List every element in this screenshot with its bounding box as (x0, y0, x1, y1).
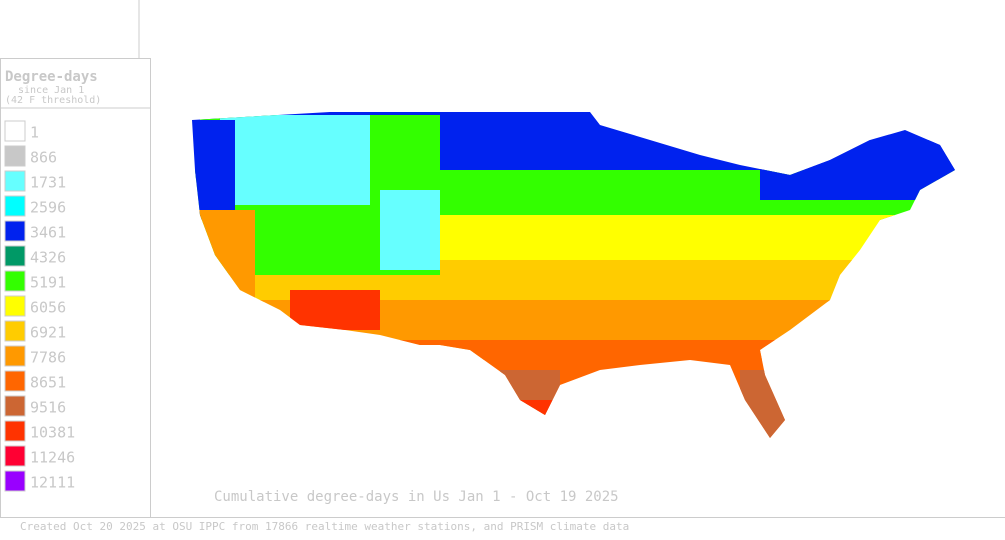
legend-label: 12111 (30, 474, 75, 492)
footer: Created Oct 20 2025 at OSU IPPC from 178… (20, 520, 629, 533)
legend-swatch (4, 295, 26, 317)
legend-swatch (4, 345, 26, 367)
legend-swatch (4, 470, 26, 492)
legend-label: 6056 (30, 299, 66, 317)
map-caption: Cumulative degree-days in Us Jan 1 - Oct… (214, 489, 619, 505)
legend-swatch (4, 170, 26, 192)
legend-label: 9516 (30, 399, 66, 417)
map (192, 112, 955, 438)
legend-swatch (4, 320, 26, 342)
legend-swatch (4, 395, 26, 417)
legend-label: 1731 (30, 174, 66, 192)
legend-label: 5191 (30, 274, 66, 292)
legend-swatch (4, 420, 26, 442)
legend-label: 866 (30, 149, 57, 167)
legend-subtitle: since Jan 1 (18, 85, 84, 96)
legend-swatch (4, 270, 26, 292)
legend-label: 10381 (30, 424, 75, 442)
legend-label: 2596 (30, 199, 66, 217)
legend-label: 11246 (30, 449, 75, 467)
legend-label: 7786 (30, 349, 66, 367)
legend-swatch (4, 370, 26, 392)
legend-label: 8651 (30, 374, 66, 392)
legend-label: 4326 (30, 249, 66, 267)
legend-swatch (4, 220, 26, 242)
legend-swatch (4, 145, 26, 167)
legend-swatch (4, 245, 26, 267)
legend-label: 6921 (30, 324, 66, 342)
legend-label: 3461 (30, 224, 66, 242)
legend-note: (42 F threshold) (5, 95, 101, 106)
legend-title: Degree-days (5, 69, 98, 85)
legend-label: 1 (30, 124, 39, 142)
legend-swatch (4, 120, 26, 142)
legend-swatch (4, 445, 26, 467)
legend-swatch (4, 195, 26, 217)
